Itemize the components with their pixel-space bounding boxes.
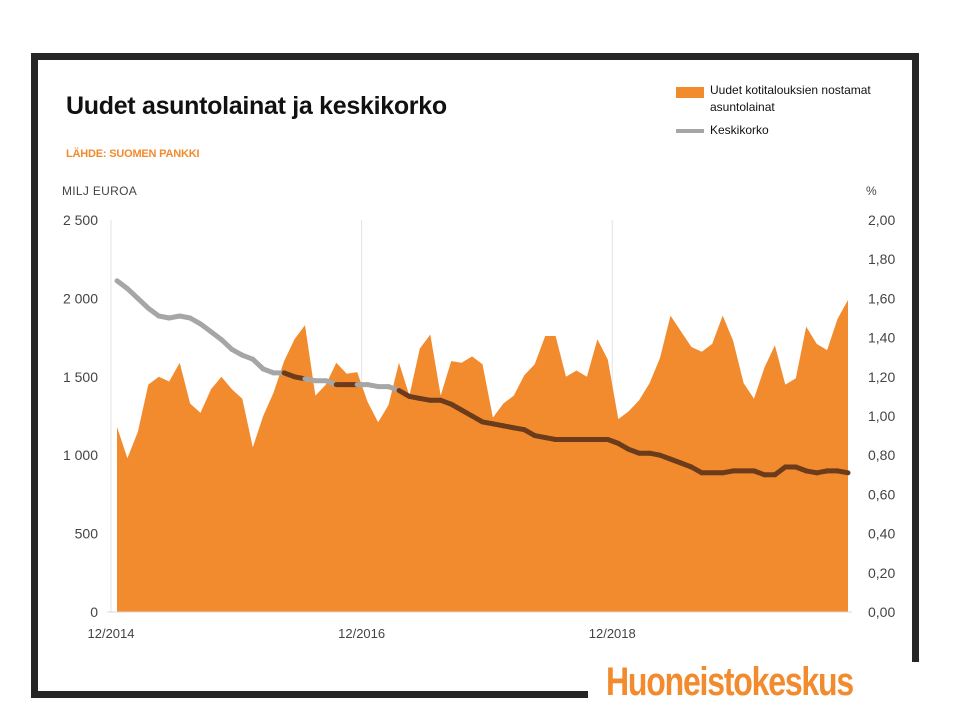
legend-item-loans: Uudet kotitalouksien nostamat asuntolain… xyxy=(676,82,876,116)
legend-label-rate: Keskikorko xyxy=(710,123,769,137)
left-axis-tick-label: 1 500 xyxy=(63,369,98,385)
line-series-rate-segment xyxy=(835,468,851,476)
left-axis-tick-label: 1 000 xyxy=(63,447,98,463)
right-axis-tick-label: 1,00 xyxy=(868,408,895,424)
right-axis-tick-label: 1,80 xyxy=(868,251,895,267)
right-axis-tick-label: 0,40 xyxy=(868,526,895,542)
left-axis-tick-label: 0 xyxy=(90,604,98,620)
right-axis-tick-label: 1,20 xyxy=(868,369,895,385)
brand-logo: Huoneistokeskus xyxy=(606,660,854,704)
left-axis-tick-label: 500 xyxy=(75,526,99,542)
chart-title: Uudet asuntolainat ja keskikorko xyxy=(66,92,447,120)
legend-swatch-loans xyxy=(676,87,704,98)
source-label: LÄHDE: SUOMEN PANKKI xyxy=(66,148,200,160)
right-axis-tick-label: 0,20 xyxy=(868,565,895,581)
x-axis-tick-label: 12/2014 xyxy=(88,626,135,641)
left-axis-tick-label: 2 500 xyxy=(63,212,98,228)
left-axis-tick-label: 2 000 xyxy=(63,290,98,306)
legend: Uudet kotitalouksien nostamat asuntolain… xyxy=(676,82,876,145)
legend-swatch-rate xyxy=(676,129,704,133)
frame-notch xyxy=(588,662,920,702)
right-axis-tick-label: 1,40 xyxy=(868,330,895,346)
left-axis-unit: MILJ EUROA xyxy=(62,184,138,198)
right-axis-tick-label: 0,60 xyxy=(868,486,895,502)
x-axis-tick-label: 12/2016 xyxy=(338,626,385,641)
legend-label-loans: Uudet kotitalouksien nostamat asuntolain… xyxy=(710,83,871,114)
right-axis-tick-label: 0,00 xyxy=(868,604,895,620)
right-axis-unit: % xyxy=(866,184,877,198)
x-axis-tick-label: 12/2018 xyxy=(589,626,636,641)
legend-item-rate: Keskikorko xyxy=(676,122,876,139)
right-axis-tick-label: 0,80 xyxy=(868,447,895,463)
right-axis-tick-label: 1,60 xyxy=(868,290,895,306)
right-axis-tick-label: 2,00 xyxy=(868,212,895,228)
